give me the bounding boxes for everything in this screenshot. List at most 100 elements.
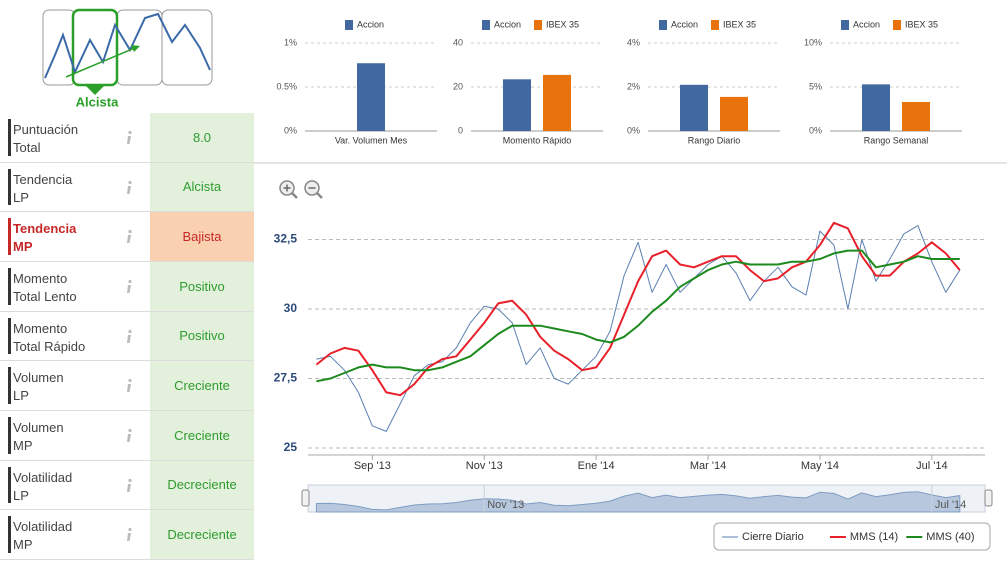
row-marker: [8, 516, 11, 553]
badge-line: [44, 12, 211, 79]
y-tick-label: 40: [453, 37, 463, 47]
x-tick-label: Mar '14: [690, 460, 726, 472]
x-tick-label: May '14: [801, 460, 839, 472]
row-label-line: Volumen: [13, 370, 64, 386]
bar: [503, 79, 531, 131]
legend-swatch: [534, 20, 542, 30]
info-icon[interactable]: [123, 527, 135, 543]
indicator-row: Volatilidad LP Decreciente: [0, 460, 254, 511]
info-icon[interactable]: [123, 428, 135, 444]
indicator-row: Volatilidad MP Decreciente: [0, 510, 254, 560]
y-tick-label: 0%: [809, 125, 822, 135]
row-label-line: Tendencia: [13, 171, 73, 187]
row-marker: [8, 317, 11, 355]
bar: [902, 101, 930, 131]
row-label-line: MP: [13, 239, 33, 255]
indicator-row: Volumen LP Creciente: [0, 361, 254, 411]
legend-label: Accion: [853, 19, 880, 29]
row-label-line: Volatilidad: [13, 519, 73, 535]
legend-label: MMS (14): [850, 531, 898, 543]
row-label: Momento Total Lento: [13, 270, 77, 306]
indicator-row: Puntuación Total 8.0: [0, 113, 254, 163]
info-icon[interactable]: [123, 329, 135, 345]
row-label-line: Volumen: [13, 420, 64, 435]
info-icon[interactable]: [123, 130, 135, 146]
x-tick-label: Nov '13: [466, 460, 503, 472]
row-label-line: Total: [13, 140, 41, 155]
row-label: Tendencia MP: [13, 220, 76, 256]
x-tick-label: Sep '13: [354, 460, 391, 472]
indicator-row: Volumen MP Creciente: [0, 411, 254, 461]
row-value: Decreciente: [150, 510, 254, 559]
badge-box: [161, 9, 213, 86]
row-value: Creciente: [150, 411, 254, 460]
legend-label: Accion: [357, 19, 384, 29]
row-marker: [8, 367, 11, 404]
row-marker: [8, 218, 11, 255]
badge-label: Alcista: [76, 94, 119, 109]
row-label: Volatilidad LP: [13, 469, 72, 505]
x-tick-label: Rango Diario: [688, 135, 741, 145]
zoom-out[interactable]: [304, 180, 323, 199]
navigator-area: [315, 491, 961, 513]
zoom-in[interactable]: [279, 180, 298, 199]
row-marker: [8, 119, 11, 156]
info-icon[interactable]: [123, 478, 135, 494]
row-value: Creciente: [150, 361, 254, 410]
legend-label: MMS (40): [926, 531, 974, 543]
navigator-label: Jul '14: [935, 499, 966, 511]
info-icon[interactable]: [123, 279, 135, 295]
row-label-line: Volatilidad: [13, 469, 73, 485]
y-tick-label: 0: [458, 125, 463, 135]
indicator-row: Tendencia MP Bajista: [0, 212, 254, 262]
bar: [720, 96, 748, 131]
line-series: [315, 221, 961, 397]
row-label-line: LP: [13, 487, 29, 503]
x-tick-label: Rango Semanal: [864, 135, 929, 145]
x-tick-label: Jul '14: [916, 460, 947, 472]
row-value: Bajista: [150, 212, 254, 261]
badge-arrow: [65, 46, 138, 78]
row-label: Puntuación Total: [13, 121, 78, 157]
row-label-line: MP: [13, 537, 33, 553]
y-tick-label: 0%: [627, 125, 640, 135]
bar: [357, 63, 385, 131]
row-label: Volatilidad MP: [13, 518, 72, 554]
bar: [543, 74, 571, 131]
summary-panel: Alcista Puntuación Total 8.0 Tendencia LP Alc…: [0, 0, 254, 561]
indicator-row: Momento Total Lento Positivo: [0, 262, 254, 312]
info-icon[interactable]: [123, 229, 135, 245]
y-tick-label: 5%: [809, 81, 822, 91]
navigator-handle[interactable]: [984, 489, 993, 507]
info-icon[interactable]: [123, 378, 135, 394]
y-tick-label: 27,5: [274, 371, 298, 385]
row-marker: [8, 168, 11, 206]
badge-pointer: [86, 86, 104, 95]
row-label-line: Total Lento: [13, 289, 77, 304]
y-tick-label: 0.5%: [276, 81, 297, 91]
legend-label: IBEX 35: [723, 19, 756, 29]
legend-label: Accion: [494, 19, 521, 29]
row-value: Positivo: [150, 311, 254, 361]
row-marker: [8, 466, 11, 504]
line-series: [316, 249, 960, 383]
y-tick-label: 32,5: [274, 232, 298, 246]
legend-label: IBEX 35: [546, 19, 579, 29]
x-tick-label: Ene '14: [578, 460, 615, 472]
legend-swatch: [841, 20, 849, 30]
navigator-handle[interactable]: [301, 489, 310, 507]
y-tick-label: 10%: [804, 37, 822, 47]
row-value: Alcista: [150, 162, 254, 212]
y-tick-label: 0%: [284, 125, 297, 135]
indicator-row: Tendencia LP Alcista: [0, 162, 254, 213]
row-label: Volumen MP: [13, 419, 64, 455]
legend-swatch: [893, 20, 901, 30]
y-tick-label: 20: [453, 81, 463, 91]
indicator-row: Momento Total Rápido Positivo: [0, 311, 254, 362]
y-tick-label: 2%: [627, 81, 640, 91]
row-value: Decreciente: [150, 460, 254, 510]
legend-label: IBEX 35: [905, 19, 938, 29]
info-icon[interactable]: [123, 180, 135, 196]
row-label: Momento Total Rápido: [13, 320, 85, 356]
line-series: [316, 225, 961, 432]
